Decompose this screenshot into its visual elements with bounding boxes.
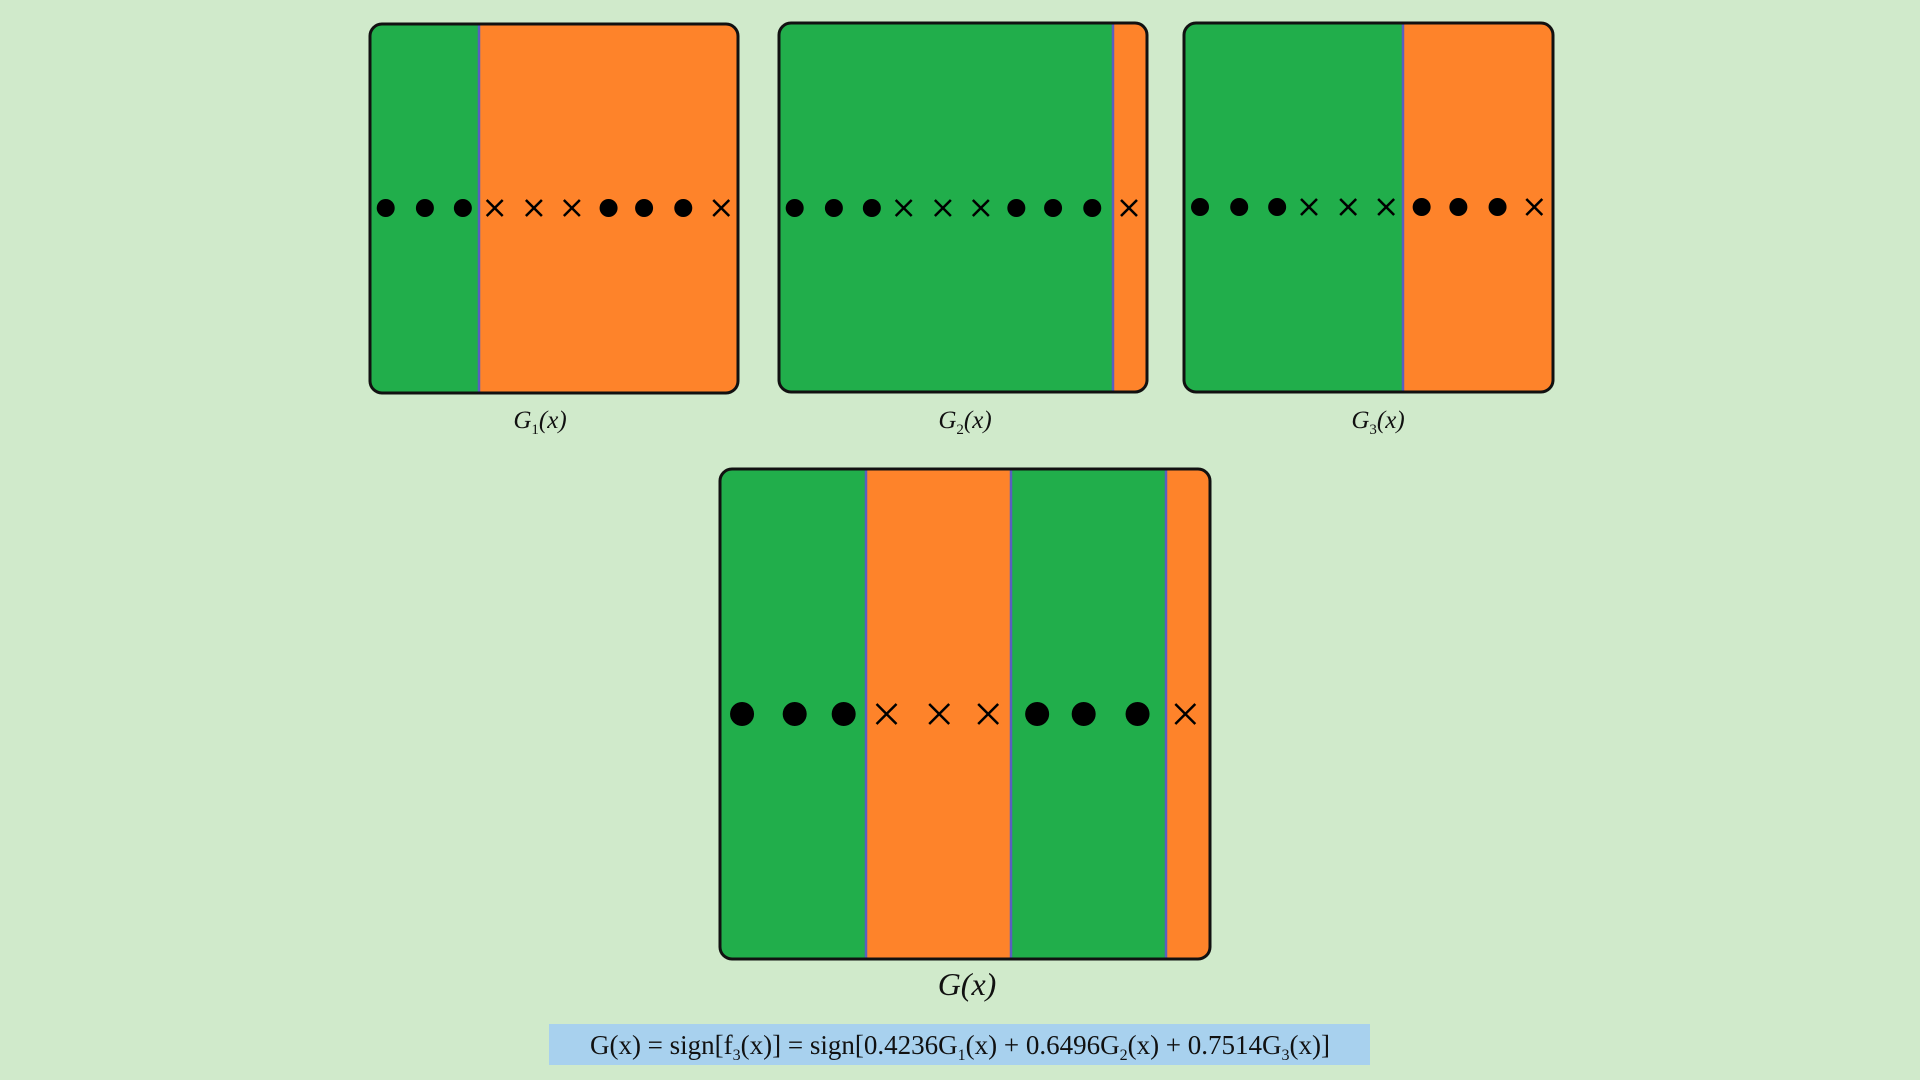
formula: G(x) = sign[f3(x)] = sign[0.4236G1(x) + …: [590, 1030, 1330, 1064]
formula-text: G(x) = sign[f: [590, 1030, 733, 1060]
formula-sub: 1: [958, 1047, 966, 1064]
formula-sub: 3: [733, 1047, 741, 1064]
dot: [599, 199, 618, 217]
dot: [1044, 199, 1063, 217]
combined-label: G(x): [938, 966, 997, 1002]
cross: [1525, 198, 1544, 216]
dot: [376, 199, 395, 217]
dot: [453, 199, 472, 217]
dot: [1449, 198, 1468, 216]
formula-text: (x) + 0.7514G: [1128, 1030, 1282, 1060]
dot: [635, 199, 654, 217]
cross: [1300, 198, 1318, 216]
cross: [1377, 198, 1396, 216]
dot: [1071, 702, 1096, 726]
cross: [977, 703, 1000, 725]
formula-text: (x)] = sign[0.4236G: [741, 1030, 958, 1060]
cross: [933, 199, 952, 217]
label-rest: (x): [539, 407, 567, 434]
panel-label: G2(x): [938, 407, 991, 438]
dot: [1191, 198, 1210, 216]
label-main: G: [938, 407, 956, 434]
cross: [485, 199, 504, 217]
dot: [1083, 199, 1102, 217]
dot: [782, 702, 807, 726]
dot: [1125, 702, 1150, 726]
panel-border: [368, 22, 740, 395]
dot: [1007, 199, 1026, 217]
label-sub: 2: [956, 422, 964, 438]
dot: [730, 702, 755, 726]
cross: [1339, 198, 1358, 216]
cross: [971, 199, 990, 217]
region: [1166, 469, 1210, 959]
cross: [875, 703, 898, 725]
dot: [1412, 198, 1431, 216]
dot: [1025, 702, 1050, 726]
label-sub: 3: [1369, 422, 1377, 438]
dot: [862, 199, 881, 217]
label-sub: 1: [531, 422, 539, 438]
label-main: G: [1351, 407, 1369, 434]
dot: [674, 199, 693, 217]
cross: [894, 199, 913, 217]
cross: [928, 703, 951, 725]
formula-text: (x) + 0.6496G: [966, 1030, 1120, 1060]
formula-sub: 3: [1282, 1047, 1290, 1064]
label-rest: (x): [1377, 407, 1405, 434]
cross: [1174, 703, 1197, 725]
dot: [824, 199, 843, 217]
dot: [1230, 198, 1249, 216]
dot: [785, 199, 804, 217]
cross: [524, 199, 543, 217]
panel-border: [777, 21, 1149, 394]
dot: [831, 702, 856, 726]
panel-border: [718, 467, 1212, 961]
panel-border: [1182, 21, 1555, 394]
cross: [712, 199, 731, 217]
label-rest: (x): [964, 407, 992, 434]
formula-box: [549, 1024, 1370, 1065]
dot: [1488, 198, 1507, 216]
dot: [415, 199, 434, 217]
formula-sub: 2: [1120, 1047, 1128, 1064]
label-main: G: [513, 407, 531, 434]
dot: [1268, 198, 1287, 216]
panel-label: G3(x): [1351, 407, 1404, 438]
cross: [1120, 199, 1138, 217]
panel-label: G1(x): [513, 407, 566, 438]
region: [1184, 23, 1403, 392]
formula-text: (x)]: [1290, 1030, 1330, 1060]
cross: [562, 199, 581, 217]
